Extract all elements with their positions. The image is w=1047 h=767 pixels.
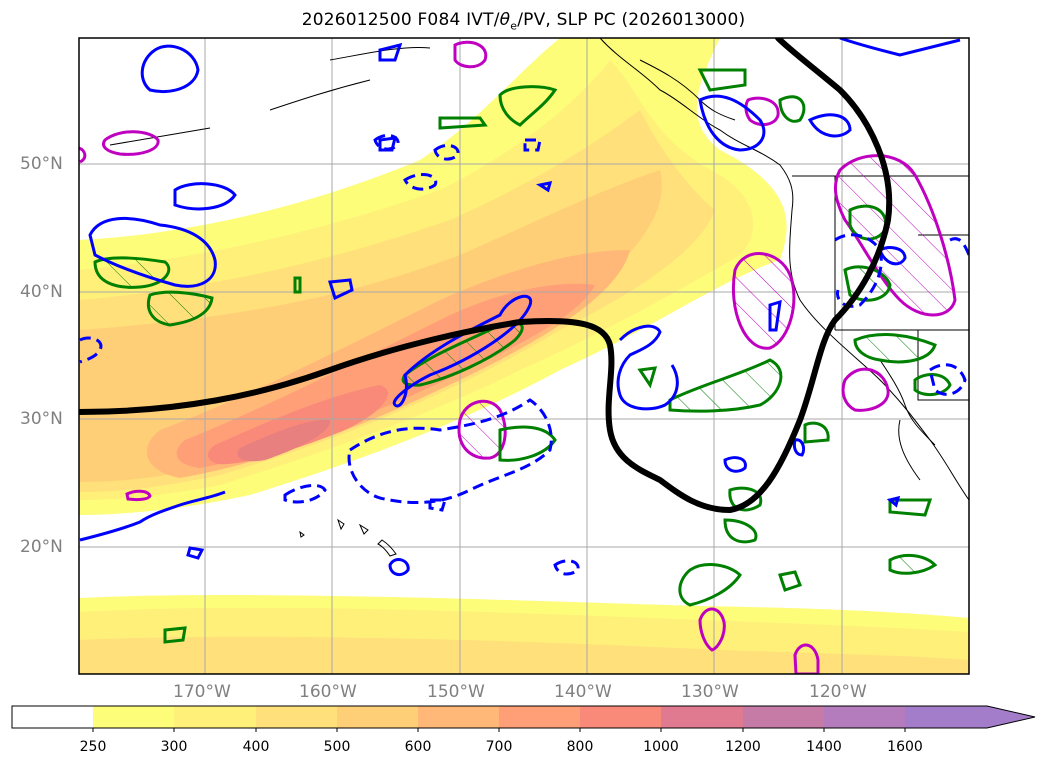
- cb-tick-label: 1000: [643, 739, 679, 755]
- cb-outline: [11, 705, 1036, 729]
- cb-swatch-2: [174, 706, 256, 728]
- cb-tick-label: 700: [485, 739, 513, 755]
- cb-tick-label: 1200: [725, 739, 761, 755]
- pv-hatched-regions: [79, 40, 957, 674]
- lat-label-20n: 20°N: [20, 537, 63, 557]
- cb-tick-label: 400: [242, 739, 270, 755]
- lon-label-160w: 160°W: [299, 682, 357, 702]
- cb-swatch-4: [337, 706, 418, 728]
- lat-label-40n: 40°N: [20, 282, 63, 302]
- cb-swatch-1: [93, 706, 174, 728]
- map-frame: [78, 37, 970, 675]
- cb-tick-label: 250: [79, 739, 107, 755]
- lon-label-170w: 170°W: [173, 682, 231, 702]
- cb-swatch-5: [418, 706, 499, 728]
- cb-tick-label: 300: [160, 739, 188, 755]
- cb-tick-label: 500: [323, 739, 351, 755]
- theta-e-contours: [79, 38, 961, 577]
- cb-tick-label: 1400: [806, 739, 842, 755]
- cb-swatch-7: [580, 706, 661, 728]
- ivt-south-band-400: [79, 636, 969, 674]
- cb-tick-label: 600: [404, 739, 432, 755]
- chart-title: 2026012500 F084 IVT/θe/PV, SLP PC (20260…: [301, 10, 746, 33]
- cb-swatch-6: [499, 706, 580, 728]
- cb-swatch-8: [661, 706, 743, 728]
- lon-label-150w: 150°W: [427, 682, 485, 702]
- slp-pc-contour: [79, 38, 893, 514]
- cb-swatch-3: [256, 706, 337, 728]
- cb-swatch-10: [824, 706, 905, 728]
- cb-tick-label: 1600: [887, 739, 923, 755]
- cb-tick-label: 800: [566, 739, 594, 755]
- cb-swatch-0: [12, 706, 93, 728]
- cb-swatch-11: [905, 706, 987, 728]
- lon-label-130w: 130°W: [681, 682, 739, 702]
- colorbar: [11, 705, 1036, 732]
- lon-label-140w: 140°W: [554, 682, 612, 702]
- cb-swatch-9: [743, 706, 824, 728]
- theta-e-dashed-contours: [79, 133, 969, 576]
- map-panel: [79, 38, 969, 674]
- lat-label-50n: 50°N: [20, 154, 63, 174]
- ivt-1000-band: [237, 419, 331, 462]
- cb-extend-arrow: [987, 706, 1035, 728]
- lat-label-30n: 30°N: [20, 409, 63, 429]
- lon-label-120w: 120°W: [809, 682, 867, 702]
